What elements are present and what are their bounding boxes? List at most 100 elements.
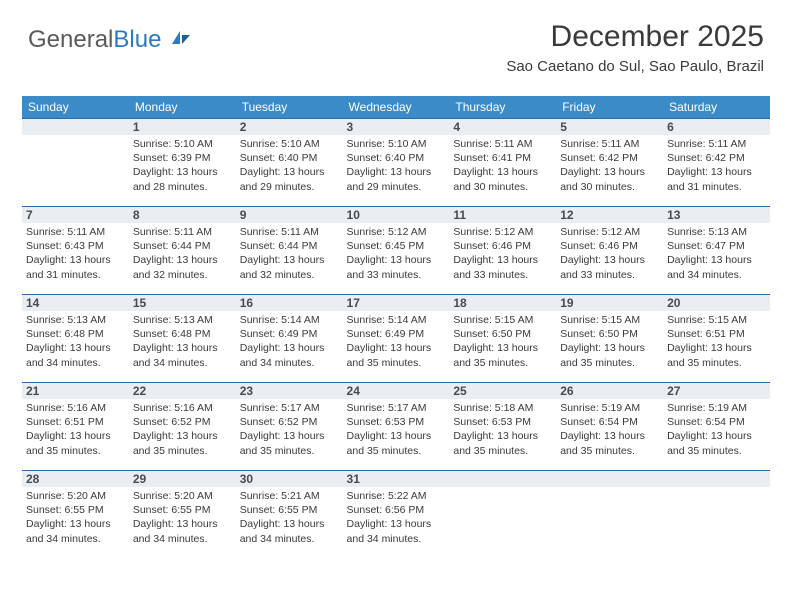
weekday-header: Friday	[556, 96, 663, 118]
day-detail-line: Daylight: 13 hours	[133, 429, 232, 443]
day-detail-line: Sunrise: 5:20 AM	[133, 489, 232, 503]
day-detail-line: Sunrise: 5:11 AM	[240, 225, 339, 239]
day-details: Sunrise: 5:13 AMSunset: 6:48 PMDaylight:…	[129, 311, 236, 370]
calendar-cell	[22, 118, 129, 206]
day-details: Sunrise: 5:17 AMSunset: 6:52 PMDaylight:…	[236, 399, 343, 458]
day-detail-line: Sunrise: 5:13 AM	[667, 225, 766, 239]
calendar-cell	[663, 470, 770, 558]
day-number: 18	[449, 294, 556, 311]
day-detail-line: Sunset: 6:41 PM	[453, 151, 552, 165]
calendar: SundayMondayTuesdayWednesdayThursdayFrid…	[22, 96, 770, 558]
day-number: 30	[236, 470, 343, 487]
day-detail-line: Daylight: 13 hours	[453, 429, 552, 443]
day-number: 20	[663, 294, 770, 311]
logo-text-blue: Blue	[113, 26, 161, 53]
day-detail-line: Daylight: 13 hours	[240, 517, 339, 531]
day-detail-line: Daylight: 13 hours	[133, 517, 232, 531]
day-detail-line: Sunrise: 5:10 AM	[347, 137, 446, 151]
day-details: Sunrise: 5:17 AMSunset: 6:53 PMDaylight:…	[343, 399, 450, 458]
day-detail-line: and 34 minutes.	[667, 268, 766, 282]
day-detail-line: and 34 minutes.	[26, 356, 125, 370]
calendar-cell	[449, 470, 556, 558]
weekday-header: Monday	[129, 96, 236, 118]
day-detail-line: Daylight: 13 hours	[560, 341, 659, 355]
day-detail-line: Sunset: 6:56 PM	[347, 503, 446, 517]
day-detail-line: Sunset: 6:40 PM	[240, 151, 339, 165]
day-detail-line: Sunrise: 5:18 AM	[453, 401, 552, 415]
day-detail-line: Daylight: 13 hours	[667, 165, 766, 179]
day-detail-line: Daylight: 13 hours	[667, 253, 766, 267]
day-detail-line: Daylight: 13 hours	[240, 429, 339, 443]
day-detail-line: Sunrise: 5:14 AM	[240, 313, 339, 327]
day-detail-line: Sunrise: 5:12 AM	[347, 225, 446, 239]
calendar-cell: 16Sunrise: 5:14 AMSunset: 6:49 PMDayligh…	[236, 294, 343, 382]
day-details: Sunrise: 5:20 AMSunset: 6:55 PMDaylight:…	[22, 487, 129, 546]
day-detail-line: Sunset: 6:42 PM	[560, 151, 659, 165]
day-details: Sunrise: 5:13 AMSunset: 6:47 PMDaylight:…	[663, 223, 770, 282]
day-detail-line: Sunset: 6:51 PM	[26, 415, 125, 429]
day-number: 7	[22, 206, 129, 223]
weekday-header: Tuesday	[236, 96, 343, 118]
day-detail-line: Sunrise: 5:14 AM	[347, 313, 446, 327]
calendar-cell: 28Sunrise: 5:20 AMSunset: 6:55 PMDayligh…	[22, 470, 129, 558]
day-detail-line: and 35 minutes.	[560, 444, 659, 458]
day-detail-line: Sunset: 6:43 PM	[26, 239, 125, 253]
day-detail-line: Sunrise: 5:13 AM	[26, 313, 125, 327]
day-detail-line: and 35 minutes.	[667, 444, 766, 458]
day-detail-line: Sunset: 6:47 PM	[667, 239, 766, 253]
day-number: 21	[22, 382, 129, 399]
day-details: Sunrise: 5:16 AMSunset: 6:52 PMDaylight:…	[129, 399, 236, 458]
day-number: 6	[663, 118, 770, 135]
page-title: December 2025	[506, 20, 764, 54]
day-detail-line: and 35 minutes.	[453, 444, 552, 458]
day-detail-line: Sunset: 6:54 PM	[560, 415, 659, 429]
day-number: 28	[22, 470, 129, 487]
day-detail-line: and 35 minutes.	[26, 444, 125, 458]
day-number: 31	[343, 470, 450, 487]
calendar-cell: 29Sunrise: 5:20 AMSunset: 6:55 PMDayligh…	[129, 470, 236, 558]
day-details: Sunrise: 5:11 AMSunset: 6:42 PMDaylight:…	[556, 135, 663, 194]
day-detail-line: and 35 minutes.	[133, 444, 232, 458]
day-detail-line: and 33 minutes.	[560, 268, 659, 282]
day-number: 1	[129, 118, 236, 135]
empty-day-strip	[556, 470, 663, 487]
day-details: Sunrise: 5:11 AMSunset: 6:41 PMDaylight:…	[449, 135, 556, 194]
day-detail-line: Daylight: 13 hours	[26, 341, 125, 355]
calendar-cell: 14Sunrise: 5:13 AMSunset: 6:48 PMDayligh…	[22, 294, 129, 382]
day-detail-line: Daylight: 13 hours	[347, 429, 446, 443]
calendar-cell: 5Sunrise: 5:11 AMSunset: 6:42 PMDaylight…	[556, 118, 663, 206]
day-number: 19	[556, 294, 663, 311]
day-number: 15	[129, 294, 236, 311]
page-subtitle: Sao Caetano do Sul, Sao Paulo, Brazil	[506, 58, 764, 75]
calendar-cell: 13Sunrise: 5:13 AMSunset: 6:47 PMDayligh…	[663, 206, 770, 294]
day-details: Sunrise: 5:14 AMSunset: 6:49 PMDaylight:…	[236, 311, 343, 370]
day-number: 16	[236, 294, 343, 311]
day-detail-line: Daylight: 13 hours	[347, 165, 446, 179]
day-detail-line: Daylight: 13 hours	[240, 253, 339, 267]
weekday-header-row: SundayMondayTuesdayWednesdayThursdayFrid…	[22, 96, 770, 118]
day-number: 8	[129, 206, 236, 223]
day-number: 23	[236, 382, 343, 399]
day-detail-line: Sunset: 6:50 PM	[560, 327, 659, 341]
day-detail-line: and 35 minutes.	[347, 356, 446, 370]
day-detail-line: Sunset: 6:50 PM	[453, 327, 552, 341]
day-detail-line: and 30 minutes.	[560, 180, 659, 194]
day-number: 3	[343, 118, 450, 135]
day-details: Sunrise: 5:18 AMSunset: 6:53 PMDaylight:…	[449, 399, 556, 458]
calendar-body: 1Sunrise: 5:10 AMSunset: 6:39 PMDaylight…	[22, 118, 770, 558]
calendar-cell	[556, 470, 663, 558]
day-detail-line: Sunrise: 5:11 AM	[26, 225, 125, 239]
day-detail-line: Sunrise: 5:10 AM	[133, 137, 232, 151]
day-detail-line: Sunrise: 5:15 AM	[560, 313, 659, 327]
day-number: 5	[556, 118, 663, 135]
day-number: 17	[343, 294, 450, 311]
day-details: Sunrise: 5:22 AMSunset: 6:56 PMDaylight:…	[343, 487, 450, 546]
day-detail-line: Sunrise: 5:21 AM	[240, 489, 339, 503]
day-details: Sunrise: 5:11 AMSunset: 6:44 PMDaylight:…	[129, 223, 236, 282]
day-number: 9	[236, 206, 343, 223]
calendar-cell: 4Sunrise: 5:11 AMSunset: 6:41 PMDaylight…	[449, 118, 556, 206]
day-detail-line: and 34 minutes.	[133, 532, 232, 546]
day-detail-line: and 31 minutes.	[26, 268, 125, 282]
day-detail-line: Daylight: 13 hours	[26, 429, 125, 443]
calendar-cell: 8Sunrise: 5:11 AMSunset: 6:44 PMDaylight…	[129, 206, 236, 294]
